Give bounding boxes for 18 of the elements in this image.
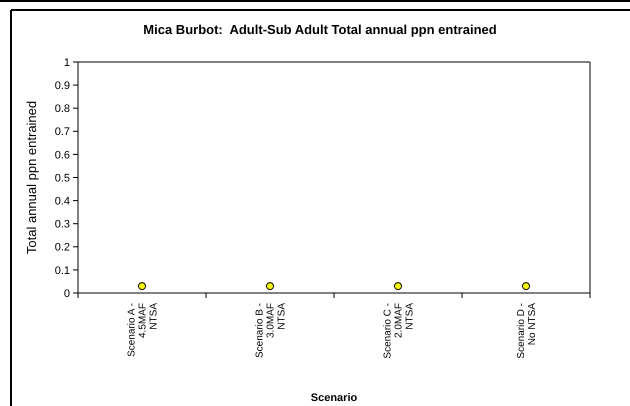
y-tick-label: 0.8 [54,103,70,116]
y-tick-label: 0.5 [54,172,70,184]
y-tick-label: 0.3 [54,218,70,231]
y-tick-label: 0.2 [54,242,70,254]
y-tick-label: 0.6 [54,149,70,162]
y-tick-label: 0.9 [54,80,70,92]
y-tick-label: 1 [64,56,70,69]
y-tick-label: 0.4 [54,195,70,208]
y-tick-label: 0 [64,288,70,300]
x-tick-label: Scenario A - 4.5MAF NTSA [126,302,160,357]
y-axis-title: Total annual ppn entrained [24,100,39,254]
x-tick-label: Scenario D - No NTSA [516,302,538,359]
x-tick-label: Scenario C - 2.0MAF NTSA [382,302,416,359]
y-tick-label: 0.7 [54,126,70,138]
y-tick-label: 0.1 [54,264,70,277]
chart-title: Mica Burbot: Adult-Sub Adult Total annual ppn entrained [143,22,497,37]
x-axis-title: Scenario [310,392,358,404]
x-tick-label: Scenario B - 3.0MAF NTSA [254,302,288,358]
